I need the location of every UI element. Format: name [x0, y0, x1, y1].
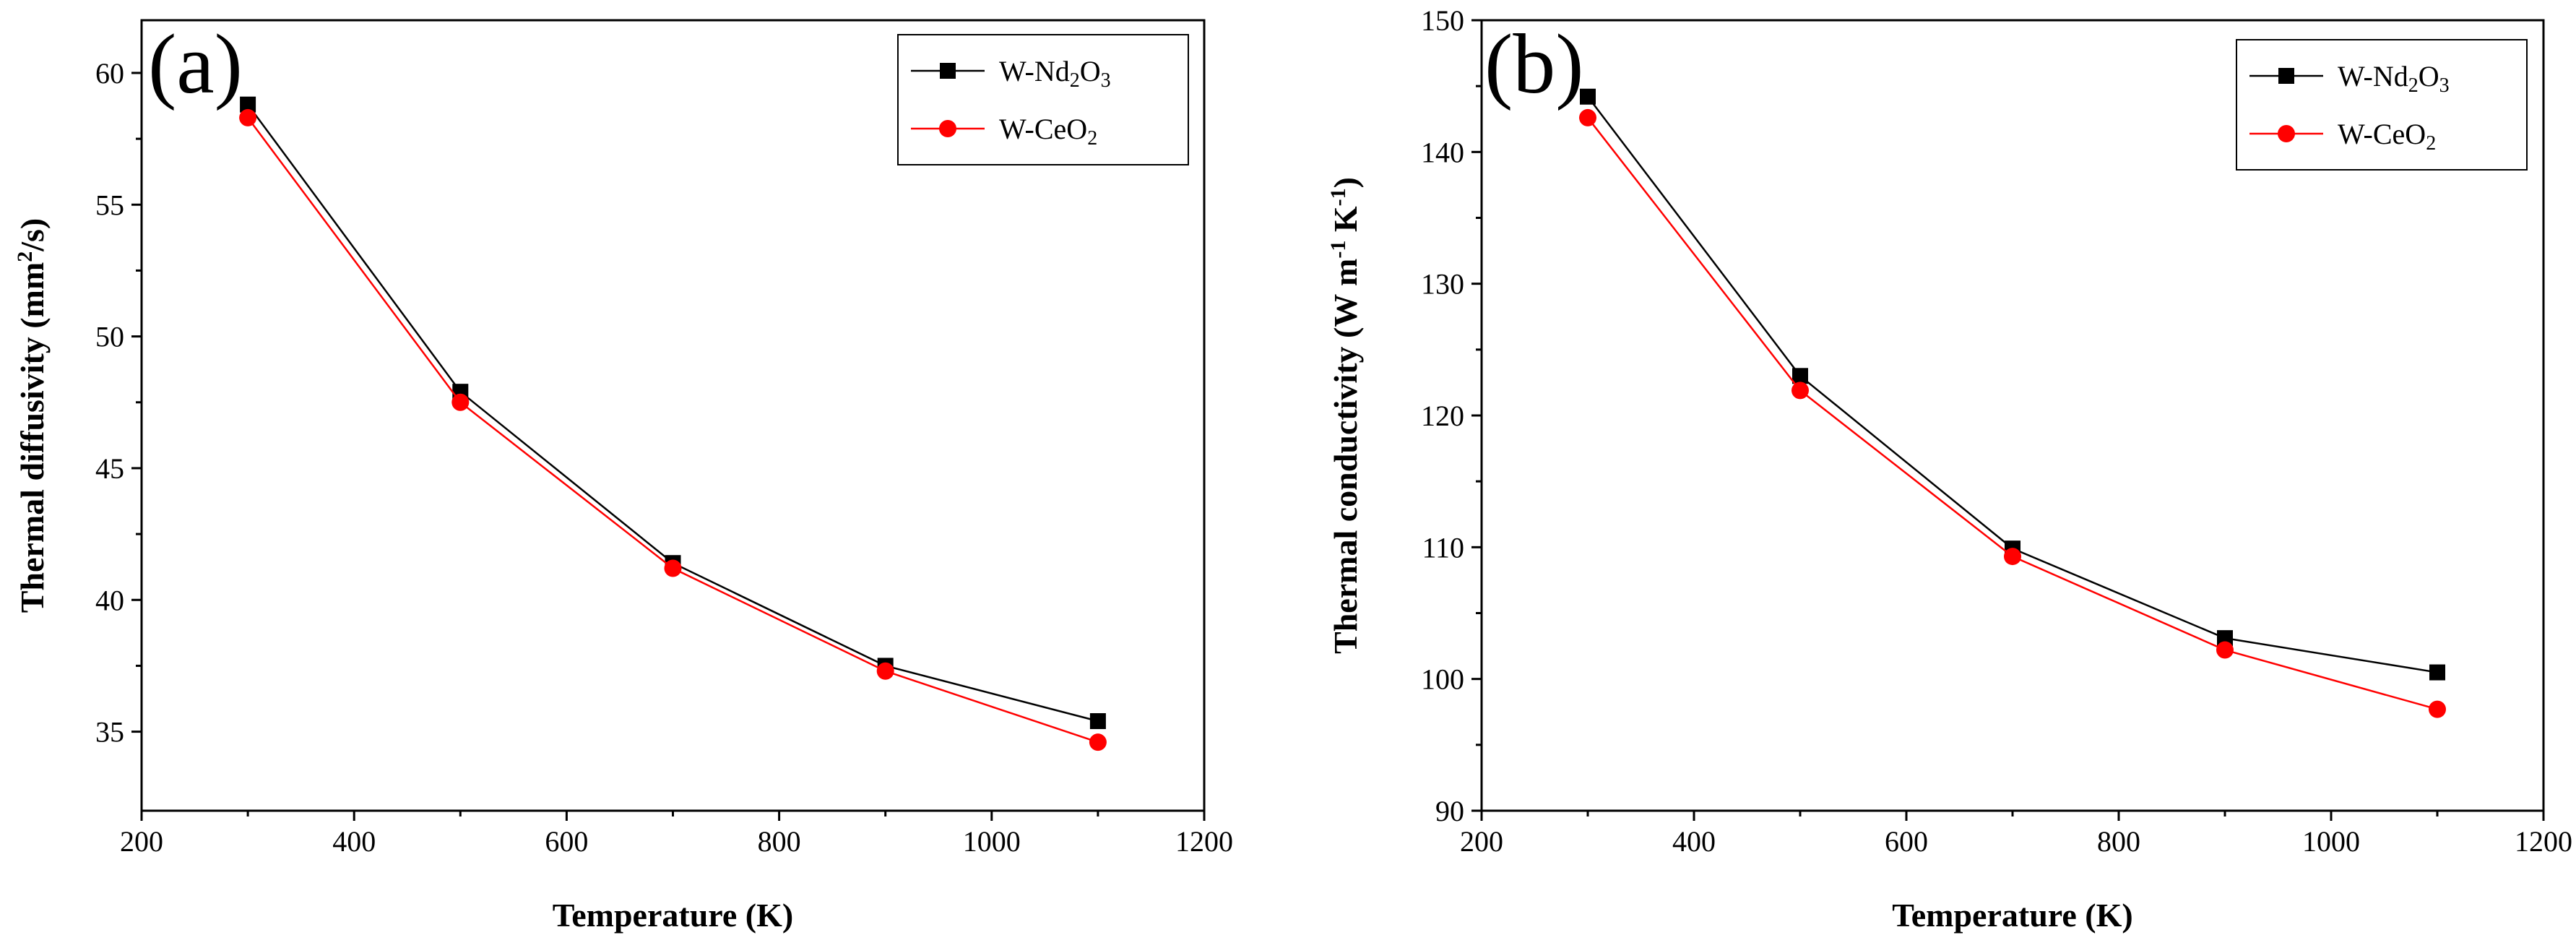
data-point-circle — [451, 393, 470, 411]
x-axis-label: Temperature (K) — [1892, 897, 2132, 934]
x-tick-label: 200 — [1460, 825, 1503, 858]
x-tick-label: 800 — [2097, 825, 2140, 858]
legend-box — [897, 34, 1189, 165]
y-tick-label: 100 — [1421, 663, 1464, 696]
series-line-w-ceo2 — [1587, 117, 2438, 710]
y-tick-label: 40 — [95, 584, 124, 616]
panel-label: (a) — [148, 17, 243, 111]
data-point-circle — [239, 108, 257, 126]
y-tick-label: 45 — [95, 452, 124, 485]
data-point-circle — [2004, 548, 2021, 566]
data-point-square — [240, 96, 256, 113]
x-tick-label: 1200 — [2515, 825, 2572, 858]
x-tick-label: 400 — [1672, 825, 1716, 858]
y-tick-label: 130 — [1421, 268, 1464, 301]
x-tick-label: 200 — [120, 825, 163, 858]
y-tick-label: 110 — [1422, 531, 1464, 564]
data-point-circle — [1791, 382, 1809, 400]
data-point-circle — [2216, 641, 2234, 659]
data-point-circle — [876, 662, 894, 680]
panel-b: 200 400 600 800 1000 1200 90 100 110 120 130 140 150… — [1326, 4, 2573, 934]
x-tick-label: 1000 — [2302, 825, 2360, 858]
x-tick-label: 600 — [1885, 825, 1928, 858]
legend: W-Nd2O3 W-CeO2 — [897, 34, 1189, 165]
x-tick-label: 400 — [332, 825, 376, 858]
x-tick-label: 1200 — [1175, 825, 1233, 858]
series-line-w-nd2o3 — [1587, 95, 2438, 673]
y-axis-label: Thermal conductivity (W m-1 K-1) — [1326, 177, 1365, 654]
y-tick-label: 140 — [1421, 136, 1464, 168]
legend-label: W-CeO2 — [999, 113, 1097, 150]
data-point-square — [1089, 713, 1106, 730]
y-tick-label: 60 — [95, 57, 124, 90]
data-point-circle — [664, 559, 682, 577]
legend-marker-square — [2278, 68, 2294, 84]
data-point-square — [2429, 664, 2445, 681]
legend: W-Nd2O3 W-CeO2 — [2236, 39, 2528, 171]
legend-label: W-Nd2O3 — [999, 55, 1111, 92]
y-tick-label: 35 — [95, 716, 124, 749]
panel-a: 200 400 600 800 1000 1200 35 40 45 50 55 60 Temperat… — [13, 17, 1234, 934]
series-line-w-ceo2 — [247, 117, 1099, 744]
legend-label: W-Nd2O3 — [2338, 60, 2450, 97]
legend-marker-circle — [2278, 125, 2295, 142]
y-tick-label: 120 — [1421, 400, 1464, 432]
legend-marker-square — [940, 63, 956, 79]
legend-label: W-CeO2 — [2338, 118, 2436, 155]
data-point-circle — [2429, 700, 2446, 718]
series-line-w-nd2o3 — [247, 103, 1099, 723]
panel-label: (b) — [1484, 17, 1584, 111]
data-point-circle — [1579, 108, 1596, 126]
x-tick-label: 600 — [545, 825, 588, 858]
legend-marker-circle — [939, 120, 956, 137]
y-tick-label: 150 — [1421, 4, 1464, 37]
legend-box — [2236, 39, 2528, 171]
y-tick-label: 55 — [95, 189, 124, 221]
x-tick-label: 800 — [758, 825, 801, 858]
data-point-circle — [1089, 733, 1107, 751]
x-tick-label: 1000 — [963, 825, 1021, 858]
y-tick-label: 90 — [1435, 795, 1464, 827]
data-point-square — [1792, 368, 1808, 384]
data-point-square — [1580, 88, 1596, 105]
x-axis-label: Temperature (K) — [553, 897, 793, 934]
y-axis-label: Thermal diffusivity (mm2/s) — [13, 218, 51, 613]
data-point-square — [2217, 630, 2233, 647]
y-tick-label: 50 — [95, 321, 124, 353]
